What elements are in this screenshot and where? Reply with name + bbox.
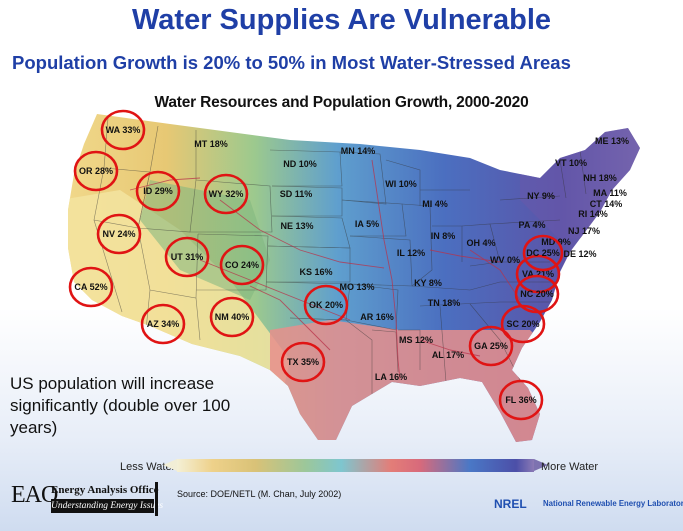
nrel-mark: NREL — [494, 497, 527, 511]
page-title: Water Supplies Are Vulnerable — [132, 4, 551, 36]
state-label-or: OR 28% — [79, 166, 113, 176]
state-label-wv: WV 0% — [490, 255, 520, 265]
highlight-circle-az — [140, 303, 186, 345]
state-label-ks: KS 16% — [299, 267, 332, 277]
highlight-circle-sc — [500, 304, 546, 344]
map-title: Water Resources and Population Growth, 2… — [154, 94, 529, 111]
state-label-ia: IA 5% — [355, 219, 379, 229]
state-label-sc: SC 20% — [506, 319, 539, 329]
state-label-oh: OH 4% — [466, 238, 495, 248]
state-label-mo: MO 13% — [339, 282, 374, 292]
eao-name: Energy Analysis Office — [51, 484, 159, 496]
state-label-mn: MN 14% — [341, 146, 376, 156]
state-label-al: AL 17% — [432, 350, 464, 360]
state-label-tx: TX 35% — [287, 357, 319, 367]
state-label-ma: MA 11% — [593, 188, 627, 198]
state-label-nh: NH 18% — [583, 173, 617, 183]
state-label-az: AZ 34% — [147, 319, 180, 329]
highlight-circle-dc — [522, 234, 564, 272]
population-note: US population will increase significantl… — [10, 374, 231, 437]
highlight-circle-va — [515, 254, 561, 294]
eao-logo: EAO Energy Analysis Office Understanding… — [11, 482, 164, 516]
highlight-circle-ca — [68, 266, 114, 308]
state-label-dc: DC 25% — [526, 248, 560, 258]
highlight-circle-or — [73, 150, 119, 192]
nrel-logo: NREL National Renewable Energy Laborator… — [494, 497, 683, 515]
state-label-ok: OK 20% — [309, 300, 343, 310]
highlight-circle-ga — [468, 325, 514, 367]
state-label-ri: RI 14% — [578, 209, 608, 219]
state-label-ky: KY 8% — [414, 278, 442, 288]
legend-more-label: More Water — [541, 461, 599, 473]
highlight-circle-co — [219, 244, 265, 286]
nrel-name: National Renewable Energy Laboratory — [543, 499, 683, 508]
state-label-va: VA 21% — [522, 269, 554, 279]
state-label-nc: NC 20% — [520, 289, 554, 299]
state-label-ga: GA 25% — [474, 341, 508, 351]
state-label-nv: NV 24% — [102, 229, 135, 239]
highlight-circle-fl — [498, 379, 544, 421]
highlight-circle-tx — [280, 341, 326, 383]
state-label-vt: VT 10% — [555, 158, 587, 168]
state-label-sd: SD 11% — [280, 189, 313, 199]
eao-mark: EAO — [11, 482, 58, 508]
state-label-ca: CA 52% — [74, 282, 107, 292]
state-label-wa: WA 33% — [106, 125, 141, 135]
state-label-nj: NJ 17% — [568, 226, 600, 236]
legend-arrow-right — [534, 459, 548, 471]
state-label-id: ID 29% — [143, 186, 173, 196]
state-label-ny: NY 9% — [527, 191, 555, 201]
highlight-circle-id — [135, 170, 181, 212]
state-label-me: ME 13% — [595, 136, 629, 146]
state-label-wi: WI 10% — [385, 179, 417, 189]
eao-divider — [155, 482, 158, 516]
state-label-ms: MS 12% — [399, 335, 433, 345]
state-label-in: IN 8% — [431, 231, 456, 241]
state-label-la: LA 16% — [375, 372, 407, 382]
state-label-ne: NE 13% — [280, 221, 313, 231]
state-label-tn: TN 18% — [428, 298, 461, 308]
highlight-circle-nm — [209, 296, 255, 338]
state-label-il: IL 12% — [397, 248, 425, 258]
state-label-mi: MI 4% — [422, 199, 448, 209]
highlight-circle-ut — [164, 236, 210, 278]
highlight-circle-ok — [303, 284, 349, 326]
state-label-fl: FL 36% — [505, 395, 536, 405]
state-label-nd: ND 10% — [283, 159, 317, 169]
source-citation: Source: DOE/NETL (M. Chan, July 2002) — [177, 489, 342, 499]
state-label-wy: WY 32% — [209, 189, 244, 199]
state-label-ut: UT 31% — [171, 252, 204, 262]
state-label-pa: PA 4% — [518, 220, 545, 230]
highlight-circle-wa — [100, 109, 146, 151]
state-label-co: CO 24% — [225, 260, 259, 270]
state-label-nm: NM 40% — [215, 312, 250, 322]
legend-less-label: Less Water — [120, 461, 176, 473]
state-label-de: DE 12% — [563, 249, 596, 259]
page-subtitle: Population Growth is 20% to 50% in Most … — [12, 52, 571, 73]
legend-color-bar — [177, 459, 534, 472]
state-label-ct: CT 14% — [590, 199, 623, 209]
state-labels-layer: WA 33% OR 28% ID 29% MT 18% WY 32% NV 24% UT 3… — [68, 109, 629, 421]
eao-tagline: Understanding Energy Issues — [51, 499, 164, 513]
state-label-mt: MT 18% — [194, 139, 228, 149]
highlight-circle-wy — [203, 173, 249, 215]
highlight-circle-nv — [96, 213, 142, 255]
state-label-ar: AR 16% — [360, 312, 394, 322]
legend-arrow-left — [163, 459, 177, 471]
